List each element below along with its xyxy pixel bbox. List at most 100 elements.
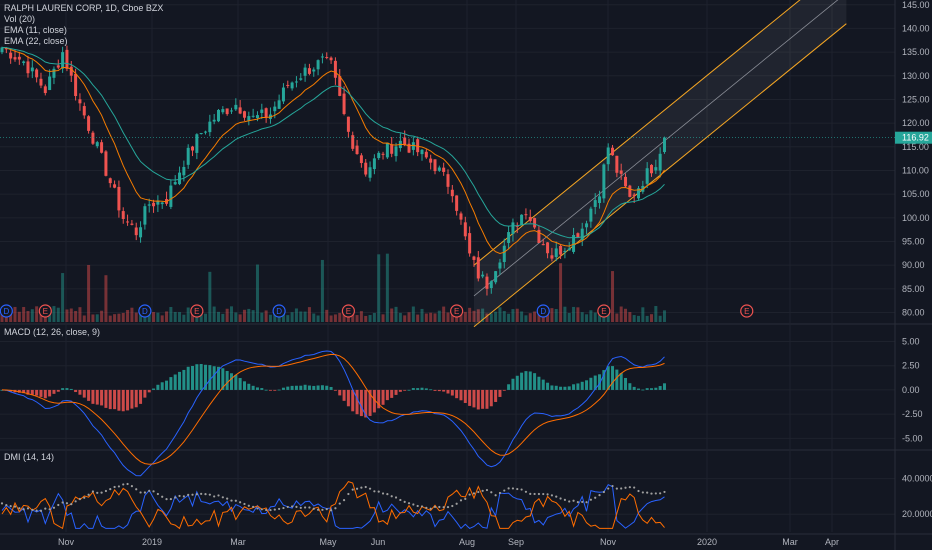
macd-histogram-bar [108,389,112,410]
volume-bar [511,309,515,322]
adx-dot [182,495,185,498]
candle-body [56,65,60,68]
volume-bar [359,311,363,322]
candle-body [13,57,17,60]
volume-bar [178,312,182,322]
candle-body [450,189,454,197]
macd-histogram-bar [225,370,229,390]
macd-histogram-bar [255,387,259,390]
adx-dot [308,506,311,509]
candle-body [589,208,593,222]
price-tick-label: 135.00 [902,47,930,57]
candle-body [121,211,125,219]
adx-dot [585,501,588,504]
macd-histogram-bar [294,385,298,390]
volume-bar [242,309,246,322]
volume-bar [229,306,233,322]
volume-bar [316,315,320,322]
adx-dot [304,506,307,509]
macd-histogram-bar [182,369,186,390]
volume-bar [398,312,402,322]
volume-bar [485,313,489,322]
adx-dot [316,508,320,511]
macd-histogram-bar [450,389,454,396]
macd-histogram-bar [398,389,402,392]
event-marker [272,304,286,318]
candle-body [69,66,73,76]
adx-dot [329,509,333,512]
volume-bar [615,313,619,322]
event-marker [740,304,754,318]
adx-dot [226,497,229,500]
adx-dot [373,490,376,493]
adx-dot [507,487,510,490]
symbol-title[interactable]: RALPH LAUREN CORP, 1D, Cboe BZX [4,3,164,13]
macd-histogram-bar [598,374,602,390]
price-tick-label: 85.00 [902,284,925,294]
candle-body [359,155,363,164]
macd-histogram-bar [611,366,615,390]
dmi-label[interactable]: DMI (14, 14) [4,452,55,462]
volume-bar [654,306,658,322]
adx-dot [117,485,121,488]
volume-bar [390,308,394,322]
macd-histogram-bar [307,385,311,390]
ema-slow-label[interactable]: EMA (22, close) [4,36,68,46]
event-marker-label: D [540,307,546,316]
adx-dot [611,484,614,488]
event-marker [450,304,464,318]
last-price-label: 116.92 [902,133,929,143]
volume-bar [74,310,78,322]
volume-bar [346,313,350,322]
candle-body [251,115,255,117]
adx-dot [485,488,489,492]
macd-histogram-bar [442,389,446,392]
volume-label[interactable]: Vol (20) [4,14,36,24]
candle-body [320,56,324,58]
candle-body [52,68,56,78]
macd-label[interactable]: MACD (12, 26, close, 9) [4,327,101,337]
candle-body [459,213,463,220]
dmi-plus-line [1,484,665,530]
macd-histogram-bar [346,389,350,407]
price-tick-label: 140.00 [902,23,930,33]
macd-histogram-bar [524,371,528,390]
ema-fast-label[interactable]: EMA (11, close) [4,25,67,35]
candle-body [333,60,337,78]
macd-histogram-bar [662,383,666,390]
volume-bar [191,310,195,322]
macd-histogram-bar [420,387,424,390]
volume-bar [247,308,251,322]
event-marker [0,304,13,318]
adx-dot [407,502,411,505]
volume-bar [650,314,653,322]
candle-body [17,56,21,60]
adx-dot [433,505,437,508]
adx-dot [126,482,129,486]
volume-bar [637,315,641,322]
macd-histogram-bar [476,389,480,410]
volume-bar [433,313,437,322]
candle-body [35,69,39,78]
adx-dot [87,493,90,496]
volume-bar [611,271,615,322]
macd-histogram-bar [290,385,294,390]
adx-dot [607,487,610,490]
candle-body [511,222,515,234]
candle-body [390,144,394,154]
macd-histogram-bar [204,364,208,390]
adx-dot [269,508,272,512]
adx-dot [594,496,597,499]
volume-bar [290,312,294,322]
macd-histogram-bar [212,366,216,390]
volume-bar [286,315,290,322]
adx-dot [200,492,203,495]
candle-body [329,57,333,61]
volume-bar [143,315,147,322]
adx-dot [256,507,259,510]
macd-histogram-bar [139,389,143,404]
macd-histogram-bar [650,388,653,390]
adx-dot [637,489,640,493]
adx-dot [412,503,415,506]
